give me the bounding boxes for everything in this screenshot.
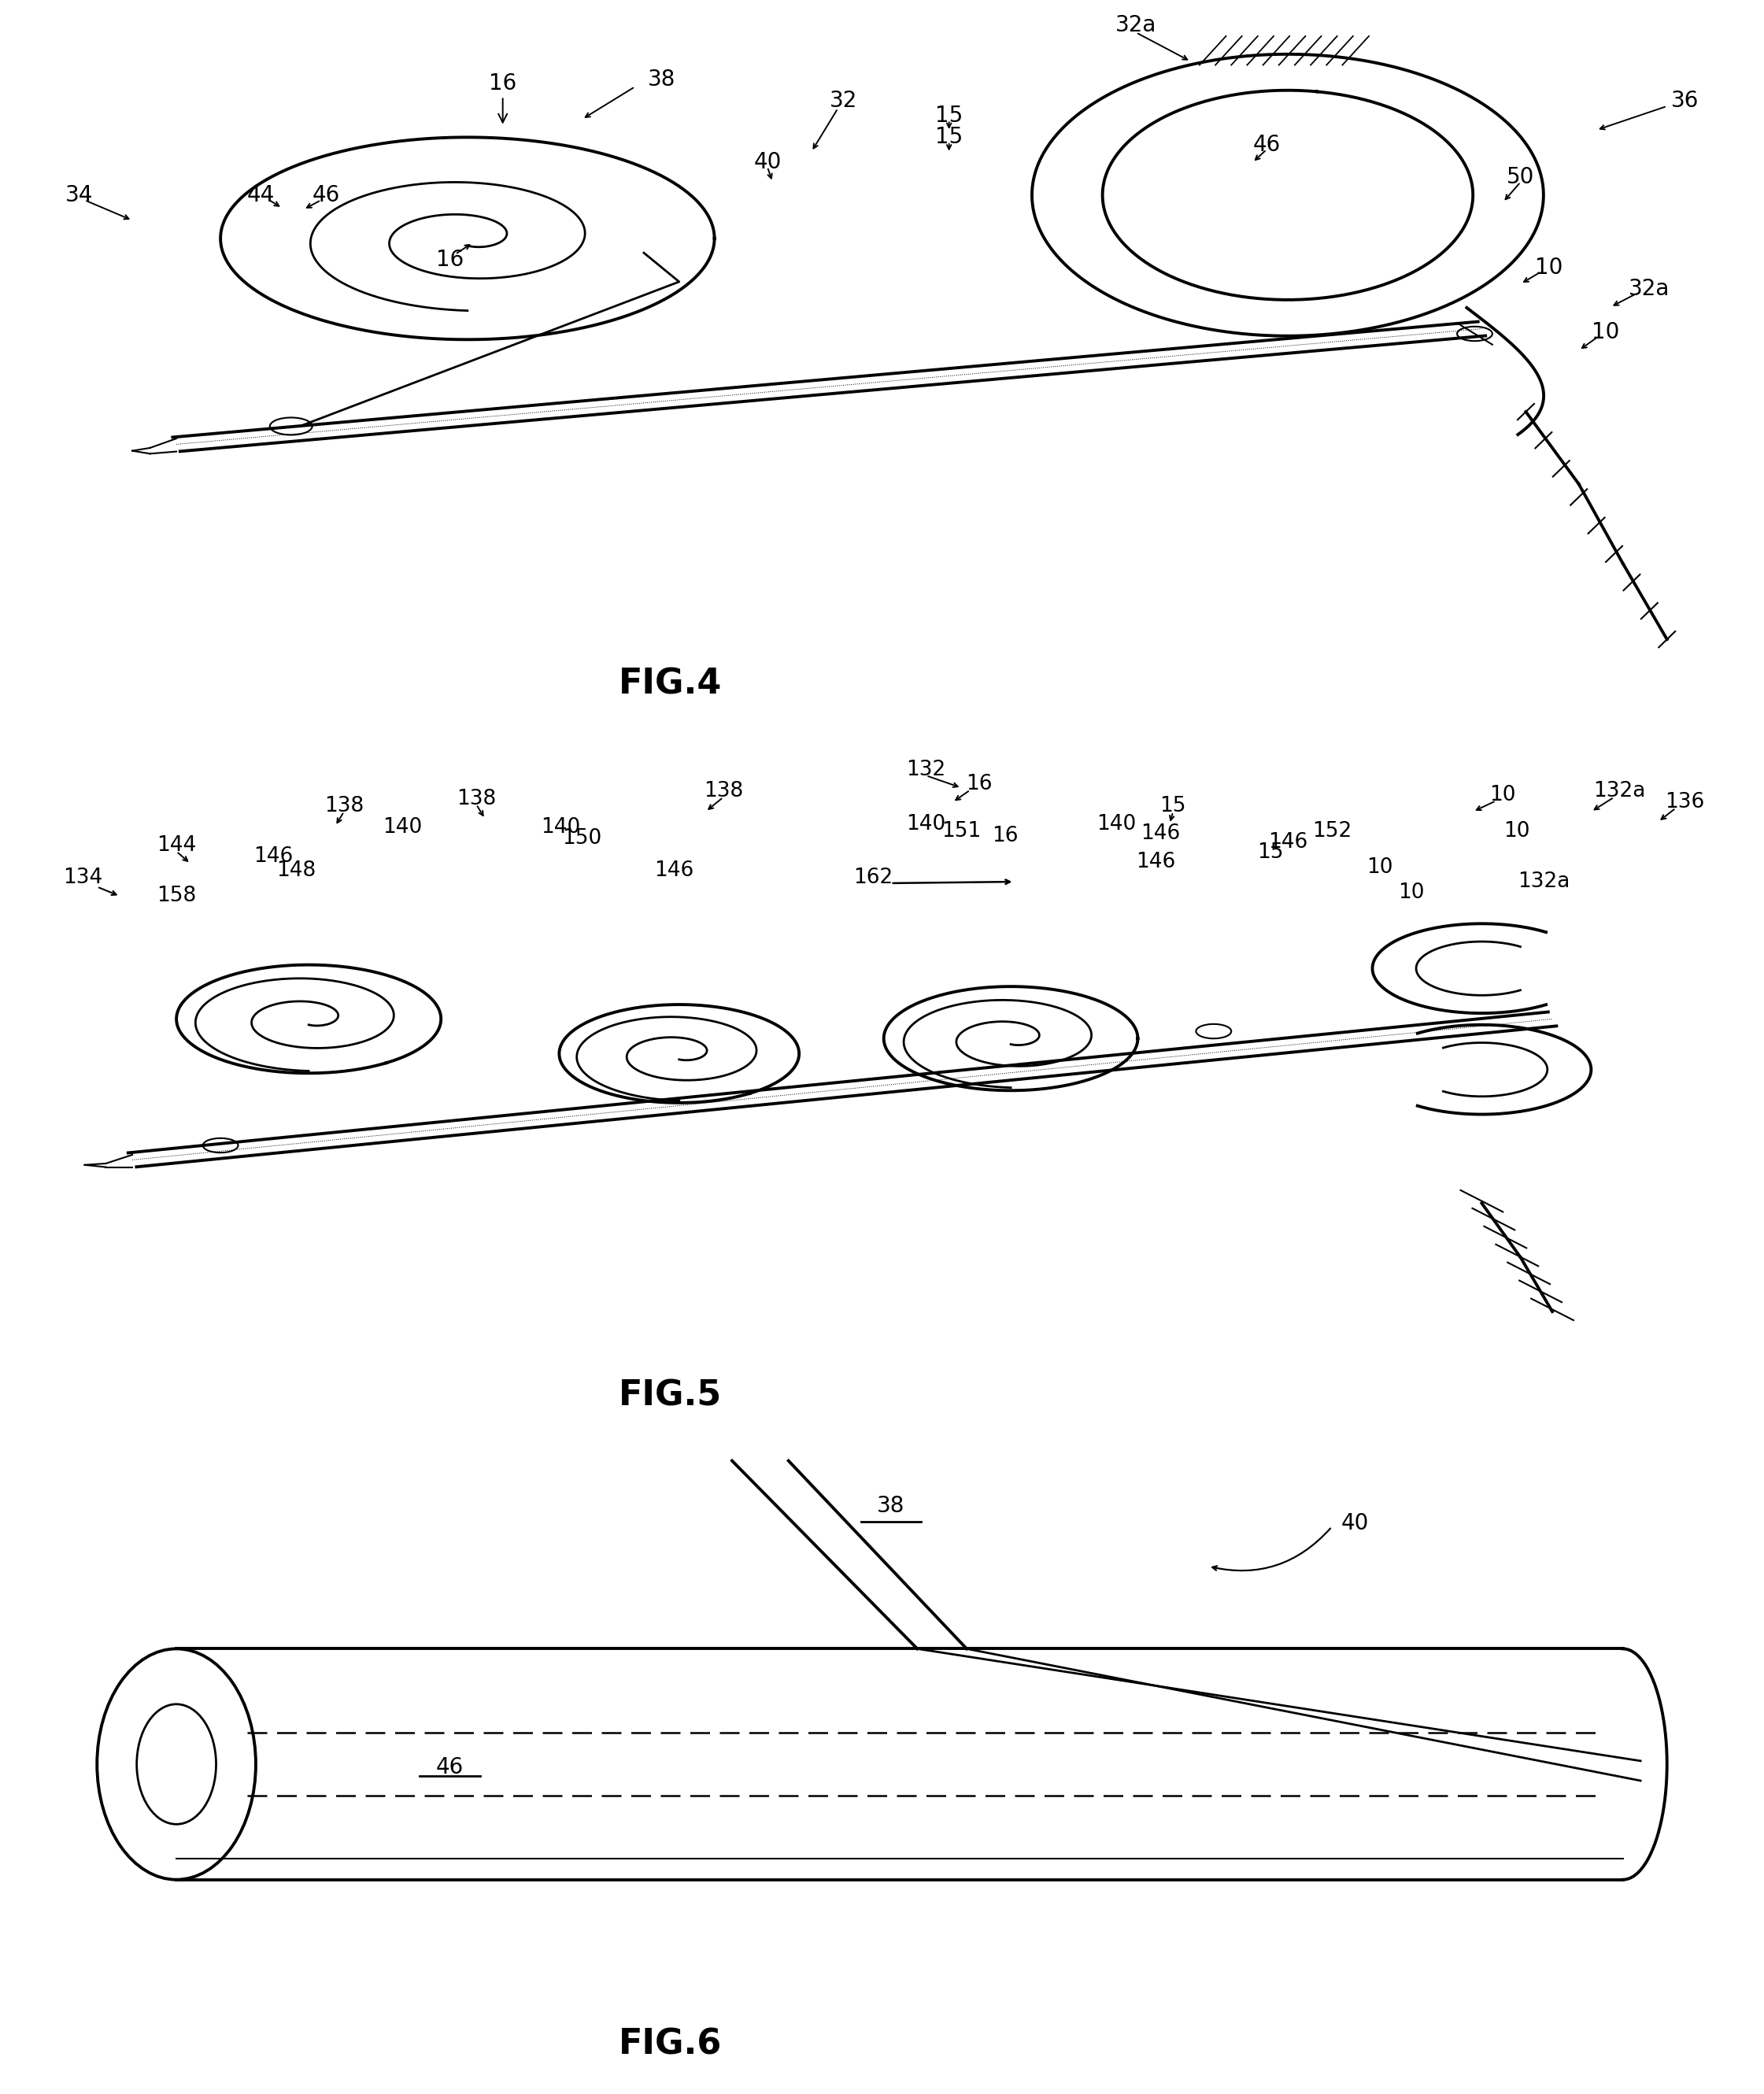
Text: FIG.4: FIG.4: [619, 666, 721, 701]
Text: 50: 50: [1506, 165, 1535, 188]
Text: 150: 150: [563, 827, 602, 848]
Text: 138: 138: [704, 781, 743, 802]
Text: 146: 146: [654, 861, 693, 882]
Text: 146: 146: [1136, 852, 1175, 873]
Text: 144: 144: [157, 836, 196, 856]
Text: FIG.5: FIG.5: [619, 1378, 721, 1413]
Text: 10: 10: [1505, 821, 1529, 842]
Text: 151: 151: [942, 821, 981, 842]
Text: 146: 146: [254, 846, 293, 867]
Text: 134: 134: [64, 867, 102, 888]
Text: 16: 16: [967, 775, 991, 794]
Text: 146: 146: [1268, 831, 1307, 852]
Text: 16: 16: [436, 249, 464, 270]
Text: 15: 15: [1161, 796, 1185, 817]
Text: 34: 34: [65, 184, 93, 205]
Text: 10: 10: [1591, 320, 1619, 343]
Text: 132a: 132a: [1593, 781, 1646, 802]
Text: 16: 16: [993, 825, 1018, 846]
Text: 132a: 132a: [1517, 871, 1570, 892]
Text: 40: 40: [1341, 1512, 1369, 1535]
Text: 44: 44: [247, 184, 275, 205]
Text: 10: 10: [1367, 856, 1392, 877]
Text: 10: 10: [1535, 255, 1563, 279]
Text: 148: 148: [277, 861, 316, 882]
Text: 132: 132: [907, 760, 946, 779]
Text: 40: 40: [753, 151, 781, 174]
Text: 32a: 32a: [1115, 15, 1157, 36]
Text: 10: 10: [1399, 882, 1424, 903]
Text: 46: 46: [1252, 134, 1281, 155]
Text: 162: 162: [854, 867, 893, 888]
Text: 138: 138: [325, 796, 363, 817]
Text: 32: 32: [829, 90, 857, 113]
Text: 46: 46: [436, 1757, 464, 1778]
Text: 15: 15: [1258, 842, 1282, 863]
Text: 136: 136: [1665, 792, 1704, 812]
Text: 32a: 32a: [1628, 279, 1671, 299]
Text: 38: 38: [647, 69, 676, 90]
Text: 146: 146: [1141, 823, 1180, 844]
Text: 15: 15: [935, 126, 963, 149]
Text: 140: 140: [1097, 815, 1136, 833]
Text: 16: 16: [489, 71, 517, 124]
Text: 140: 140: [542, 817, 580, 838]
Text: 46: 46: [312, 184, 340, 205]
Text: 140: 140: [383, 817, 422, 838]
Text: 158: 158: [157, 886, 196, 907]
Text: 140: 140: [907, 815, 946, 833]
Text: 138: 138: [457, 789, 496, 808]
Text: 36: 36: [1671, 90, 1699, 113]
Text: 152: 152: [1312, 821, 1351, 842]
Text: 15: 15: [935, 105, 963, 126]
Text: 38: 38: [877, 1495, 905, 1516]
Text: FIG.6: FIG.6: [619, 2027, 721, 2060]
Text: 10: 10: [1491, 785, 1515, 806]
